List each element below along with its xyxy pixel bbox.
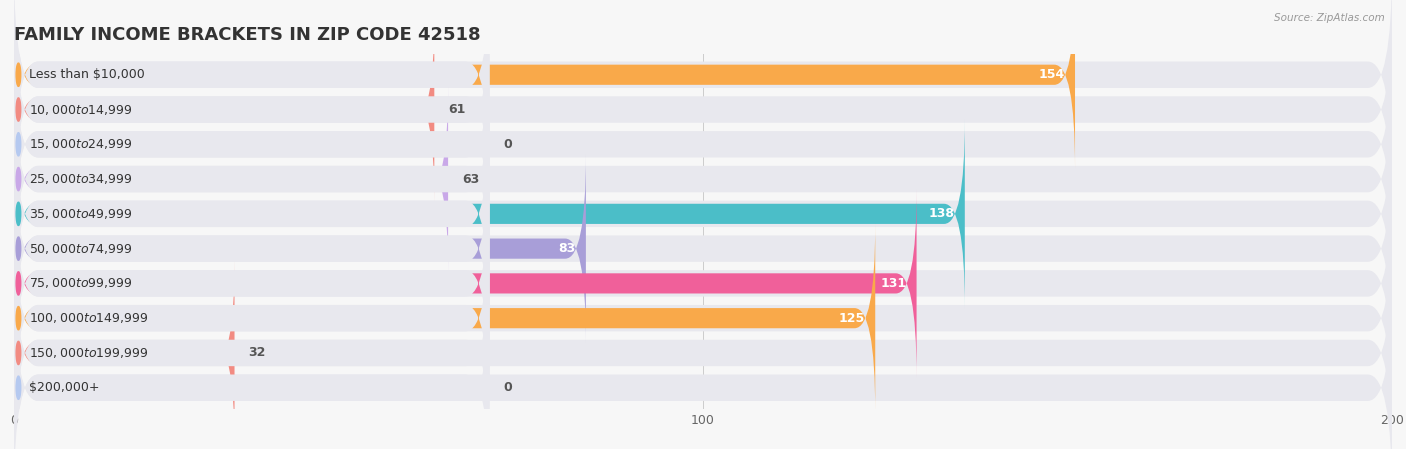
FancyBboxPatch shape <box>14 70 1392 287</box>
Circle shape <box>15 237 21 260</box>
Text: $15,000 to $24,999: $15,000 to $24,999 <box>30 137 132 151</box>
Text: $150,000 to $199,999: $150,000 to $199,999 <box>30 346 149 360</box>
Circle shape <box>15 98 21 121</box>
Text: $10,000 to $14,999: $10,000 to $14,999 <box>30 102 132 117</box>
FancyBboxPatch shape <box>14 36 1392 253</box>
FancyBboxPatch shape <box>14 36 489 253</box>
FancyBboxPatch shape <box>14 244 489 449</box>
Text: 138: 138 <box>928 207 955 220</box>
FancyBboxPatch shape <box>14 106 1392 322</box>
FancyBboxPatch shape <box>14 140 489 357</box>
FancyBboxPatch shape <box>14 154 586 343</box>
FancyBboxPatch shape <box>14 1 1392 218</box>
FancyBboxPatch shape <box>14 0 1392 183</box>
FancyBboxPatch shape <box>14 175 489 392</box>
Text: $50,000 to $74,999: $50,000 to $74,999 <box>30 242 132 255</box>
FancyBboxPatch shape <box>14 0 1076 169</box>
FancyBboxPatch shape <box>14 119 965 308</box>
Text: 154: 154 <box>1039 68 1064 81</box>
Text: 63: 63 <box>463 172 479 185</box>
Circle shape <box>15 167 21 191</box>
Text: $75,000 to $99,999: $75,000 to $99,999 <box>30 277 132 291</box>
Text: $35,000 to $49,999: $35,000 to $49,999 <box>30 207 132 221</box>
FancyBboxPatch shape <box>14 224 876 413</box>
Text: $25,000 to $34,999: $25,000 to $34,999 <box>30 172 132 186</box>
Text: Source: ZipAtlas.com: Source: ZipAtlas.com <box>1274 13 1385 23</box>
Text: 0: 0 <box>503 381 512 394</box>
FancyBboxPatch shape <box>14 189 917 378</box>
FancyBboxPatch shape <box>14 279 489 449</box>
FancyBboxPatch shape <box>14 106 489 322</box>
Circle shape <box>15 341 21 365</box>
FancyBboxPatch shape <box>14 210 1392 427</box>
Text: FAMILY INCOME BRACKETS IN ZIP CODE 42518: FAMILY INCOME BRACKETS IN ZIP CODE 42518 <box>14 26 481 44</box>
FancyBboxPatch shape <box>14 244 1392 449</box>
FancyBboxPatch shape <box>14 1 489 218</box>
Text: 61: 61 <box>449 103 465 116</box>
FancyBboxPatch shape <box>14 15 434 204</box>
Text: 0: 0 <box>503 138 512 151</box>
Circle shape <box>15 376 21 399</box>
Circle shape <box>15 202 21 225</box>
FancyBboxPatch shape <box>14 85 449 273</box>
Circle shape <box>15 63 21 86</box>
Circle shape <box>15 132 21 156</box>
FancyBboxPatch shape <box>14 70 489 287</box>
Text: Less than $10,000: Less than $10,000 <box>30 68 145 81</box>
Text: 83: 83 <box>558 242 575 255</box>
Circle shape <box>15 272 21 295</box>
FancyBboxPatch shape <box>14 259 235 447</box>
Text: 125: 125 <box>838 312 865 325</box>
Text: 32: 32 <box>249 347 266 360</box>
Text: $200,000+: $200,000+ <box>30 381 100 394</box>
FancyBboxPatch shape <box>14 175 1392 392</box>
FancyBboxPatch shape <box>14 0 489 183</box>
Text: $100,000 to $149,999: $100,000 to $149,999 <box>30 311 149 325</box>
Circle shape <box>15 307 21 330</box>
Text: 131: 131 <box>880 277 907 290</box>
FancyBboxPatch shape <box>14 279 1392 449</box>
FancyBboxPatch shape <box>14 210 489 427</box>
FancyBboxPatch shape <box>14 140 1392 357</box>
